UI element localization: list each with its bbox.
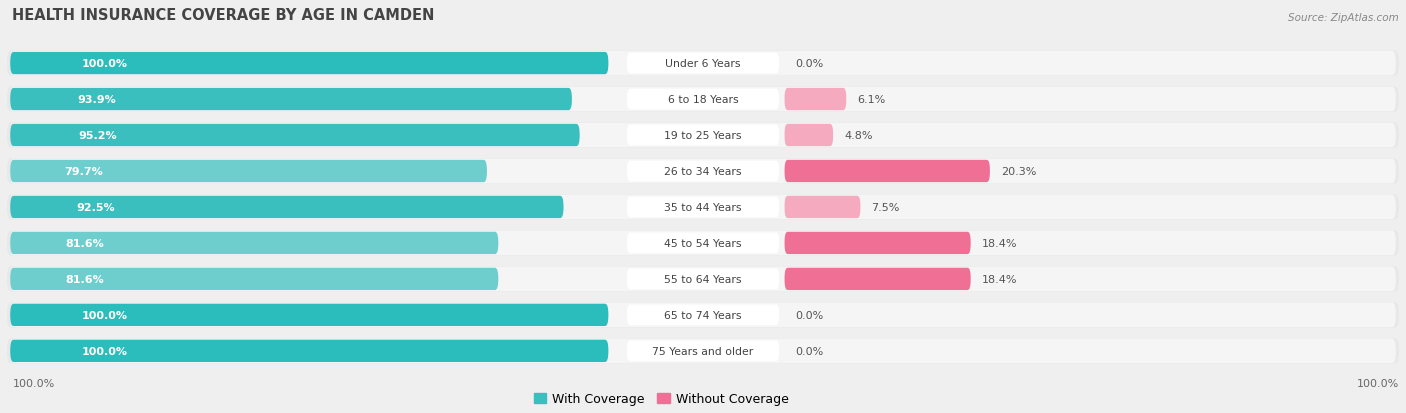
FancyBboxPatch shape: [7, 123, 1399, 148]
Text: 100.0%: 100.0%: [82, 59, 128, 69]
Text: 81.6%: 81.6%: [66, 274, 104, 284]
FancyBboxPatch shape: [10, 339, 1396, 363]
Text: 35 to 44 Years: 35 to 44 Years: [664, 202, 742, 212]
FancyBboxPatch shape: [7, 303, 1399, 328]
Text: 65 to 74 Years: 65 to 74 Years: [664, 310, 742, 320]
FancyBboxPatch shape: [627, 233, 779, 254]
Text: 100.0%: 100.0%: [82, 310, 128, 320]
Text: Under 6 Years: Under 6 Years: [665, 59, 741, 69]
Text: 0.0%: 0.0%: [796, 346, 824, 356]
FancyBboxPatch shape: [10, 125, 579, 147]
Text: 95.2%: 95.2%: [79, 131, 117, 141]
FancyBboxPatch shape: [7, 267, 1399, 292]
FancyBboxPatch shape: [10, 340, 609, 362]
FancyBboxPatch shape: [627, 341, 779, 361]
Text: HEALTH INSURANCE COVERAGE BY AGE IN CAMDEN: HEALTH INSURANCE COVERAGE BY AGE IN CAMD…: [13, 8, 434, 23]
FancyBboxPatch shape: [10, 231, 1396, 256]
FancyBboxPatch shape: [10, 52, 1396, 76]
FancyBboxPatch shape: [10, 159, 1396, 184]
FancyBboxPatch shape: [10, 53, 609, 75]
Text: 93.9%: 93.9%: [77, 95, 117, 105]
FancyBboxPatch shape: [10, 268, 498, 290]
FancyBboxPatch shape: [7, 159, 1399, 184]
Text: 0.0%: 0.0%: [796, 59, 824, 69]
Text: 26 to 34 Years: 26 to 34 Years: [664, 166, 742, 176]
FancyBboxPatch shape: [785, 89, 846, 111]
FancyBboxPatch shape: [627, 54, 779, 74]
Text: 6.1%: 6.1%: [858, 95, 886, 105]
Text: 100.0%: 100.0%: [82, 346, 128, 356]
FancyBboxPatch shape: [7, 195, 1399, 220]
Text: 45 to 54 Years: 45 to 54 Years: [664, 238, 742, 248]
Legend: With Coverage, Without Coverage: With Coverage, Without Coverage: [529, 387, 794, 410]
FancyBboxPatch shape: [7, 338, 1399, 363]
Text: 100.0%: 100.0%: [1357, 378, 1399, 388]
Text: 75 Years and older: 75 Years and older: [652, 346, 754, 356]
FancyBboxPatch shape: [627, 89, 779, 110]
Text: Source: ZipAtlas.com: Source: ZipAtlas.com: [1288, 13, 1399, 23]
Text: 20.3%: 20.3%: [1001, 166, 1036, 176]
FancyBboxPatch shape: [7, 231, 1399, 256]
Text: 18.4%: 18.4%: [981, 238, 1017, 248]
FancyBboxPatch shape: [10, 160, 486, 183]
FancyBboxPatch shape: [627, 197, 779, 218]
Text: 81.6%: 81.6%: [66, 238, 104, 248]
FancyBboxPatch shape: [10, 195, 1396, 220]
FancyBboxPatch shape: [10, 123, 1396, 148]
FancyBboxPatch shape: [785, 196, 860, 218]
FancyBboxPatch shape: [10, 303, 1396, 327]
FancyBboxPatch shape: [10, 232, 498, 254]
FancyBboxPatch shape: [7, 51, 1399, 76]
FancyBboxPatch shape: [785, 125, 834, 147]
FancyBboxPatch shape: [10, 196, 564, 218]
Text: 6 to 18 Years: 6 to 18 Years: [668, 95, 738, 105]
FancyBboxPatch shape: [785, 268, 970, 290]
FancyBboxPatch shape: [10, 304, 609, 326]
FancyBboxPatch shape: [785, 160, 990, 183]
FancyBboxPatch shape: [627, 125, 779, 146]
FancyBboxPatch shape: [627, 269, 779, 290]
Text: 4.8%: 4.8%: [844, 131, 873, 141]
Text: 18.4%: 18.4%: [981, 274, 1017, 284]
Text: 55 to 64 Years: 55 to 64 Years: [664, 274, 742, 284]
Text: 7.5%: 7.5%: [872, 202, 900, 212]
Text: 19 to 25 Years: 19 to 25 Years: [664, 131, 742, 141]
FancyBboxPatch shape: [7, 87, 1399, 112]
FancyBboxPatch shape: [785, 232, 970, 254]
FancyBboxPatch shape: [10, 88, 1396, 112]
FancyBboxPatch shape: [627, 161, 779, 182]
Text: 0.0%: 0.0%: [796, 310, 824, 320]
FancyBboxPatch shape: [627, 305, 779, 325]
FancyBboxPatch shape: [10, 267, 1396, 292]
Text: 100.0%: 100.0%: [13, 378, 55, 388]
Text: 79.7%: 79.7%: [65, 166, 104, 176]
FancyBboxPatch shape: [10, 89, 572, 111]
Text: 92.5%: 92.5%: [76, 202, 115, 212]
